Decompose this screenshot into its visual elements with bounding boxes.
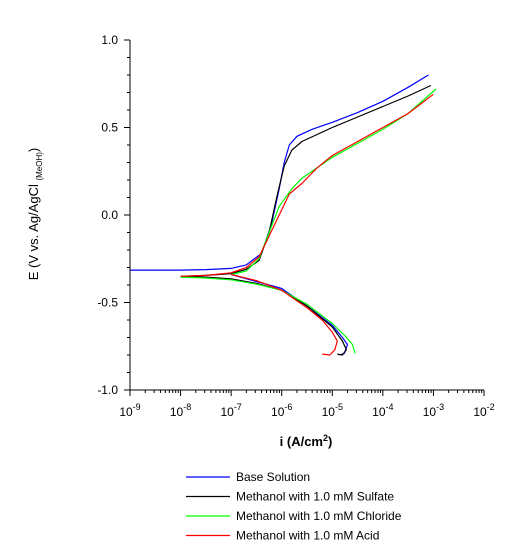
legend-label-2: Methanol with 1.0 mM Sulfate bbox=[236, 490, 394, 504]
x-tick-label: 10-8 bbox=[170, 402, 191, 419]
x-axis-label-end: ) bbox=[328, 434, 332, 449]
x-axis-label: i (A/cm2) bbox=[280, 433, 333, 449]
legend-label-4: Methanol with 1.0 mM Acid bbox=[236, 529, 379, 543]
axes-layer: 1.00.50.0-0.5-1.010-9 10-8 10-7 10-6 10-5 10-… bbox=[97, 33, 494, 419]
x-tick-base: 10 bbox=[271, 405, 285, 419]
x-tick-exponent: -7 bbox=[234, 402, 242, 412]
x-tick-exponent: -4 bbox=[386, 402, 394, 412]
x-tick-exponent: -6 bbox=[284, 402, 292, 412]
y-tick-label: 1.0 bbox=[101, 33, 118, 47]
x-tick-label: 10-7 bbox=[220, 402, 241, 419]
legend: Base Solution Methanol with 1.0 mM Sulfat… bbox=[186, 470, 402, 543]
x-tick-label: 10-5 bbox=[322, 402, 343, 419]
y-axis-label-sub: (MeOH) bbox=[35, 152, 44, 181]
x-tick-label: 10-4 bbox=[372, 402, 393, 419]
y-tick-label: 0.5 bbox=[101, 121, 118, 135]
x-tick-base: 10 bbox=[372, 405, 386, 419]
x-tick-exponent: -8 bbox=[183, 402, 191, 412]
x-tick-exponent: -3 bbox=[436, 402, 444, 412]
y-axis-label-end: ) bbox=[26, 148, 41, 152]
x-tick-base: 10 bbox=[119, 405, 133, 419]
x-axis-label-base: i (A/cm bbox=[280, 434, 323, 449]
x-tick-label: 10-2 bbox=[473, 402, 494, 419]
y-axis-label: E (V vs. Ag/AgCl (MeOH)) bbox=[26, 148, 44, 281]
x-tick-base: 10 bbox=[473, 405, 487, 419]
y-tick-label: -1.0 bbox=[97, 383, 118, 397]
x-tick-base: 10 bbox=[220, 405, 234, 419]
series-line-4 bbox=[180, 93, 434, 356]
x-tick-base: 10 bbox=[423, 405, 437, 419]
x-tick-exponent: -2 bbox=[487, 402, 495, 412]
series-line-3 bbox=[180, 88, 437, 354]
series-line-2 bbox=[180, 84, 432, 356]
y-axis-label-main: E (V vs. Ag/AgCl bbox=[26, 181, 41, 281]
x-tick-label: 10-6 bbox=[271, 402, 292, 419]
x-tick-label: 10-3 bbox=[423, 402, 444, 419]
x-axis-label-sup: 2 bbox=[323, 433, 328, 443]
x-tick-base: 10 bbox=[322, 405, 336, 419]
x-tick-exponent: -5 bbox=[335, 402, 343, 412]
legend-label-3: Methanol with 1.0 mM Chloride bbox=[236, 509, 402, 523]
legend-label-1: Base Solution bbox=[236, 470, 310, 484]
y-tick-label: 0.0 bbox=[101, 208, 118, 222]
x-tick-exponent: -9 bbox=[133, 402, 141, 412]
y-tick-label: -0.5 bbox=[97, 296, 118, 310]
x-tick-label: 10-9 bbox=[119, 402, 140, 419]
series-layer bbox=[130, 74, 437, 356]
x-tick-base: 10 bbox=[170, 405, 184, 419]
